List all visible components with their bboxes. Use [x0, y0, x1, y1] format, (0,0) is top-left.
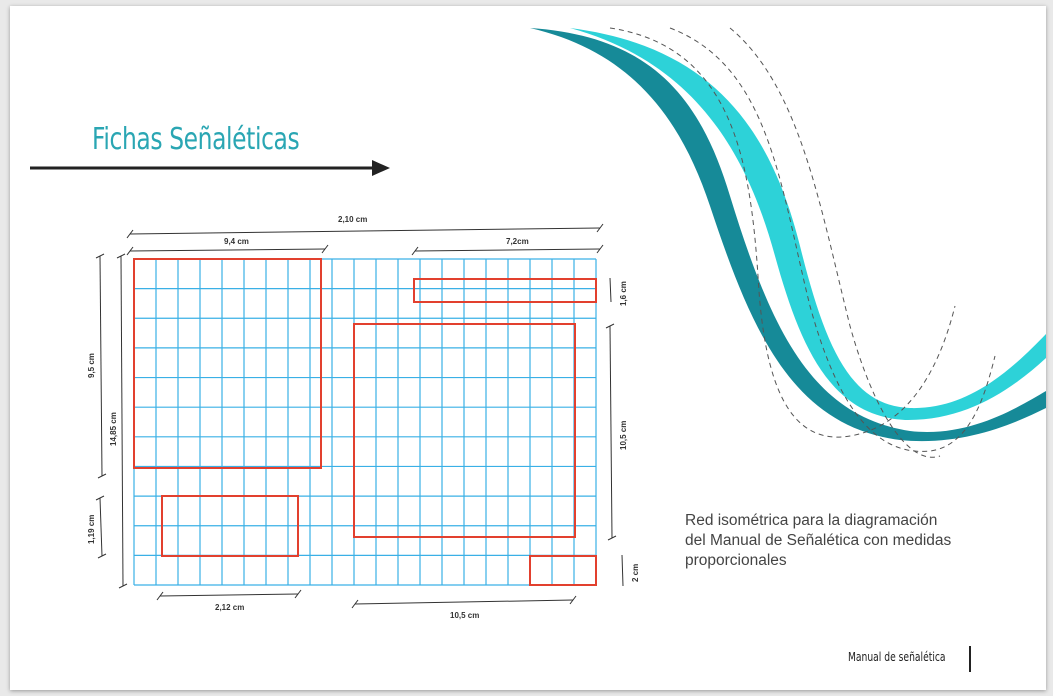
dim-bottom-center-width: 10,5 cm — [450, 611, 479, 620]
right-arrow-icon — [30, 160, 390, 176]
dim-right-strip-height: 1,6 cm — [619, 281, 628, 306]
dim-total-width: 2,10 cm — [338, 215, 367, 224]
description-line: Red isométrica para la diagramación — [685, 512, 938, 529]
dim-left-width: 9,4 cm — [224, 237, 249, 246]
frame-top-right-strip — [413, 278, 597, 303]
dim-bottom-left-width: 2,12 cm — [215, 603, 244, 612]
dim-bottom-right-height: 2 cm — [631, 564, 640, 582]
dim-left-height-bottom: 1,19 cm — [87, 515, 96, 544]
isometric-grid-diagram: 2,10 cm 9,4 cm 7,2cm 9,5 cm 14,85 cm 1,1… — [87, 215, 640, 620]
frame-top-left — [133, 258, 322, 469]
description-line: proporcionales — [685, 552, 787, 569]
dim-total-height: 14,85 cm — [109, 412, 118, 446]
document-page: Fichas Señaléticas — [10, 6, 1046, 690]
frame-center-right — [353, 323, 576, 538]
decorative-wave — [530, 27, 1046, 458]
frame-bottom-right — [529, 555, 597, 586]
grid-lines — [133, 258, 597, 586]
footer-label: Manual de señalética — [848, 650, 946, 664]
footer-divider — [969, 646, 971, 672]
description-line: del Manual de Señalética con medidas — [685, 532, 952, 549]
page-title: Fichas Señaléticas — [92, 122, 300, 157]
dim-left-height-top: 9,5 cm — [87, 353, 96, 378]
frame-bottom-left — [161, 495, 299, 557]
dim-right-width: 7,2cm — [506, 237, 529, 246]
description-text: Red isométrica para la diagramación del … — [685, 511, 1015, 571]
dim-right-block-height: 10,5 cm — [619, 421, 628, 450]
